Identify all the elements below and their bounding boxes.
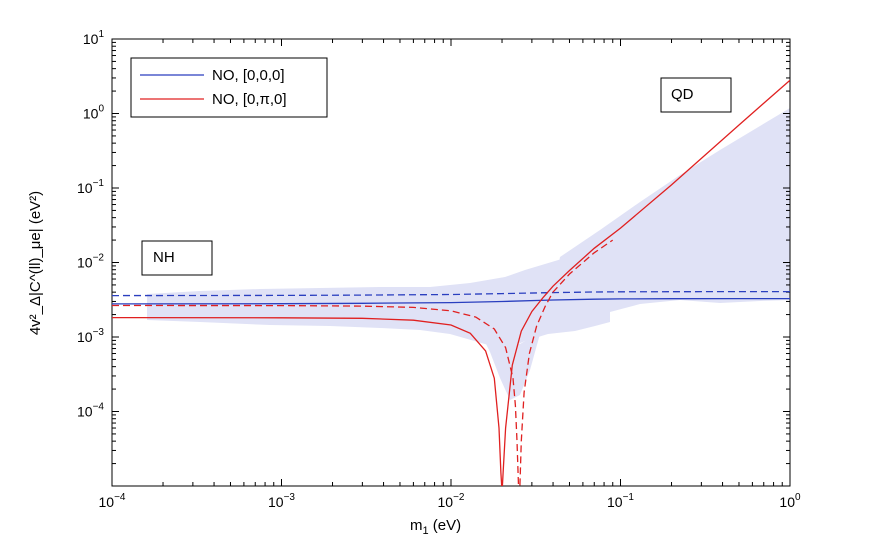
scatter-band-flat [147, 234, 610, 350]
x-axis-label-sub: 1 [423, 525, 429, 537]
y-tick-label: 10−3 [77, 327, 104, 345]
x-tick-label: 10−4 [99, 492, 126, 510]
series-layer [112, 79, 790, 486]
annotation-qd-box [660, 77, 732, 113]
scatter-band-rising [552, 108, 790, 322]
y-tick-label: 101 [83, 29, 105, 47]
x-tick-label: 10−1 [607, 492, 634, 510]
x-tick-label: 100 [779, 492, 801, 510]
x-tick-label: 10−2 [438, 492, 465, 510]
y-tick-label: 10−2 [77, 253, 104, 271]
scatter-cloud [147, 108, 790, 400]
y-tick-label: 10−1 [77, 178, 104, 196]
legend-label-1: NO, [0,π,0] [212, 91, 287, 108]
annotation-nh: NH [141, 240, 213, 276]
ticks-layer: 10−4 10−3 10−2 10−1 100 10−4 10−3 10−2 10−1 100 10… [77, 29, 801, 510]
y-tick-label: 10−4 [77, 402, 104, 420]
legend-box [130, 57, 328, 118]
series-line-3 [112, 239, 614, 486]
scatter-band-dip [480, 332, 540, 400]
legend-label-0: NO, [0,0,0] [212, 67, 285, 84]
annotation-nh-box [141, 240, 213, 276]
series-line-2 [112, 79, 790, 486]
x-axis-label: m1 (eV) [410, 517, 461, 537]
x-tick-label: 10−3 [268, 492, 295, 510]
y-tick-label: 100 [83, 104, 105, 122]
y-axis-label: 4v²_Δ|C^(ll)_μe| (eV²) [27, 191, 44, 335]
annotation-qd-text: QD [671, 86, 694, 103]
annotation-qd: QD [660, 77, 732, 113]
legend: NO, [0,0,0] NO, [0,π,0] [130, 57, 328, 118]
annotation-nh-text: NH [153, 249, 175, 266]
series-line-0 [112, 297, 790, 305]
